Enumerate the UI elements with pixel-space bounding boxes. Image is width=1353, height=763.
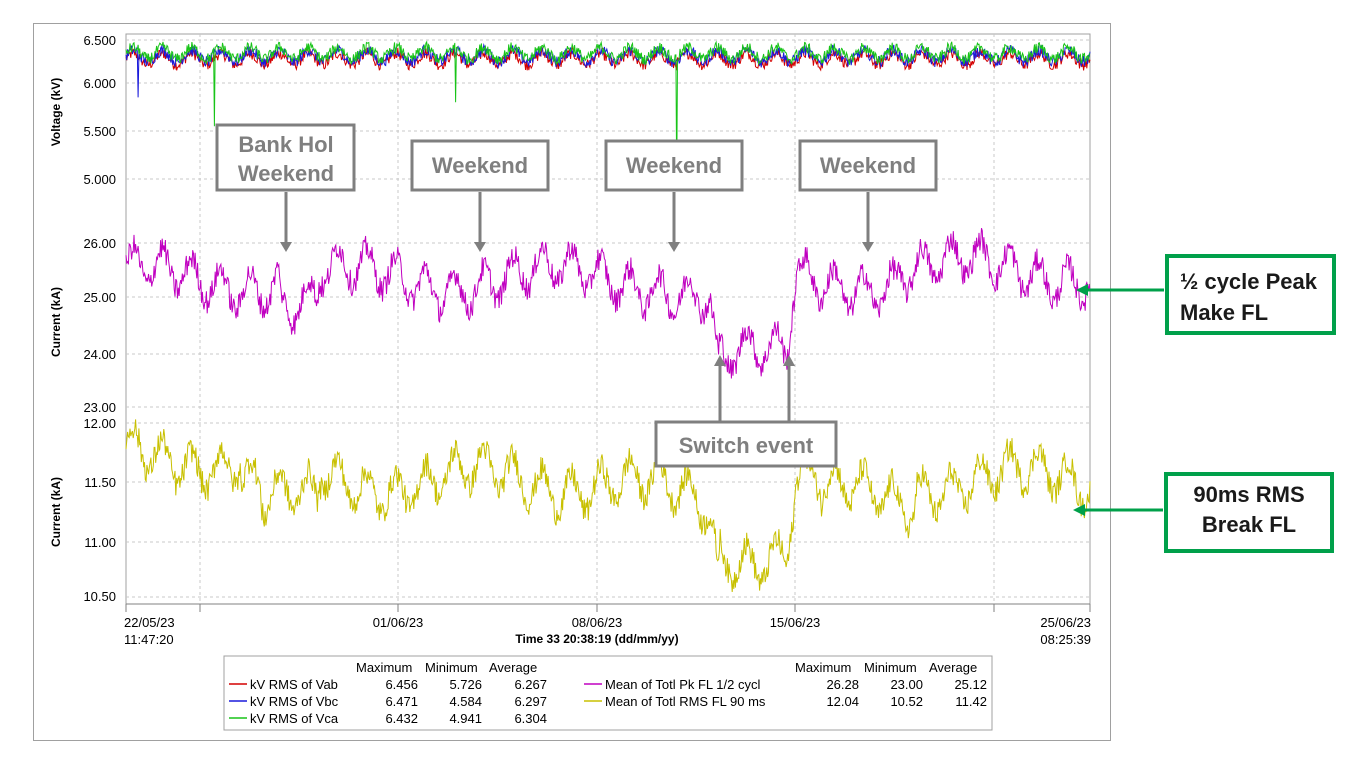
ylabel-rms-current: Current (kA) bbox=[49, 477, 63, 547]
series-group bbox=[125, 40, 1091, 593]
legend-avg-peak: 25.12 bbox=[954, 677, 987, 692]
x-axis: 22/05/23 11:47:20 01/06/23 08/06/23 15/0… bbox=[124, 603, 1091, 647]
ytick-rms-2: 11.00 bbox=[84, 535, 116, 550]
legend-header-max-left: Maximum bbox=[356, 660, 412, 675]
ylabel-peak-current: Current (kA) bbox=[49, 287, 63, 357]
weekend-text-2: Weekend bbox=[626, 153, 722, 178]
x-axis-title: Time 33 20:38:19 (dd/mm/yy) bbox=[515, 632, 678, 646]
legend-max-vbc: 6.471 bbox=[385, 694, 418, 709]
legend-min-peak: 23.00 bbox=[890, 677, 923, 692]
switch-event-text: Switch event bbox=[679, 433, 814, 458]
xtick-label-2: 08/06/23 bbox=[572, 615, 623, 630]
series-line-peak bbox=[125, 228, 1091, 379]
weekend-box-1 bbox=[410, 139, 550, 192]
series-line-rms bbox=[125, 419, 1091, 593]
ytick-pk-0: 26.00 bbox=[83, 236, 116, 251]
legend-avg-vbc: 6.297 bbox=[514, 694, 547, 709]
rms-callout-box bbox=[1164, 472, 1334, 553]
weekend-annotations: Bank Hol Weekend Weekend Weekend Weekend… bbox=[215, 123, 938, 468]
switch-event-box bbox=[654, 420, 838, 468]
peak-callout-text-2: Make FL bbox=[1180, 300, 1268, 325]
legend-label-peak: Mean of Totl Pk FL 1/2 cycl bbox=[605, 677, 760, 692]
xlabel-end-time: 08:25:39 bbox=[1040, 632, 1091, 647]
green-callouts: ½ cycle Peak Make FL 90ms RMS Break FL bbox=[1073, 254, 1336, 553]
legend-header-max-right: Maximum bbox=[795, 660, 851, 675]
xlabel-start-date: 22/05/23 bbox=[124, 615, 175, 630]
weekend-text-3: Weekend bbox=[820, 153, 916, 178]
legend-max-vab: 6.456 bbox=[385, 677, 418, 692]
legend-box bbox=[223, 655, 993, 731]
ytick-v-0: 6.500 bbox=[83, 33, 116, 48]
legend-min-rms: 10.52 bbox=[890, 694, 923, 709]
legend-header-min-left: Minimum bbox=[425, 660, 478, 675]
ytick-v-3: 5.000 bbox=[83, 172, 116, 187]
legend-label-vbc: kV RMS of Vbc bbox=[250, 694, 339, 709]
switch-arrowhead-1 bbox=[714, 355, 726, 366]
legend-label-vca: kV RMS of Vca bbox=[250, 711, 339, 726]
legend-max-vca: 6.432 bbox=[385, 711, 418, 726]
legend-header-avg-left: Average bbox=[489, 660, 537, 675]
legend-label-vab: kV RMS of Vab bbox=[250, 677, 338, 692]
legend-header-avg-right: Average bbox=[929, 660, 977, 675]
ytick-v-2: 5.500 bbox=[83, 124, 116, 139]
weekend-box-2 bbox=[604, 139, 744, 192]
bank-hol-text-1: Bank Hol bbox=[238, 132, 333, 157]
legend-min-vab: 5.726 bbox=[449, 677, 482, 692]
bank-hol-box bbox=[215, 123, 356, 192]
legend-avg-vab: 6.267 bbox=[514, 677, 547, 692]
switch-arrowhead-2 bbox=[783, 355, 795, 366]
rms-callout-text-1: 90ms RMS bbox=[1193, 482, 1304, 507]
legend-header-min-right: Minimum bbox=[864, 660, 917, 675]
ytick-pk-2: 24.00 bbox=[83, 347, 116, 362]
ylabel-voltage: Voltage (kV) bbox=[49, 78, 63, 146]
series-line-vca bbox=[125, 40, 1091, 184]
legend-avg-rms: 11.42 bbox=[955, 694, 987, 709]
weekend-arrowhead-2 bbox=[668, 242, 680, 252]
ytick-rms-1: 11.50 bbox=[84, 475, 116, 490]
weekend-text-1: Weekend bbox=[432, 153, 528, 178]
legend-max-rms: 12.04 bbox=[826, 694, 859, 709]
weekend-box-3 bbox=[798, 139, 938, 192]
plot-area bbox=[125, 33, 1091, 605]
xlabel-end-date: 25/06/23 bbox=[1040, 615, 1091, 630]
legend-min-vca: 4.941 bbox=[449, 711, 482, 726]
xtick-label-3: 15/06/23 bbox=[770, 615, 821, 630]
ytick-rms-0: 12.00 bbox=[83, 416, 116, 431]
xlabel-start-time: 11:47:20 bbox=[124, 632, 174, 647]
weekend-arrowhead-1 bbox=[474, 242, 486, 252]
peak-callout-text-1: ½ cycle Peak bbox=[1180, 269, 1318, 294]
bank-hol-arrowhead bbox=[280, 242, 292, 252]
y-ticks: 6.500 6.000 5.500 5.000 26.00 25.00 24.0… bbox=[83, 33, 116, 604]
xtick-label-1: 01/06/23 bbox=[373, 615, 424, 630]
weekend-arrowhead-3 bbox=[862, 242, 874, 252]
legend-max-peak: 26.28 bbox=[826, 677, 859, 692]
rms-callout-arrowhead bbox=[1073, 504, 1085, 516]
legend-label-rms: Mean of Totl RMS FL 90 ms bbox=[605, 694, 766, 709]
ytick-pk-3: 23.00 bbox=[83, 400, 116, 415]
ytick-v-1: 6.000 bbox=[83, 76, 116, 91]
bank-hol-text-2: Weekend bbox=[238, 161, 334, 186]
legend-min-vbc: 4.584 bbox=[449, 694, 482, 709]
legend-avg-vca: 6.304 bbox=[514, 711, 547, 726]
peak-callout-arrowhead bbox=[1076, 284, 1088, 296]
peak-callout-box bbox=[1165, 254, 1336, 335]
ytick-rms-3: 10.50 bbox=[83, 589, 116, 604]
ytick-pk-1: 25.00 bbox=[83, 290, 116, 305]
legend: Maximum Minimum Average Maximum Minimum … bbox=[223, 655, 993, 731]
rms-callout-text-2: Break FL bbox=[1202, 512, 1296, 537]
